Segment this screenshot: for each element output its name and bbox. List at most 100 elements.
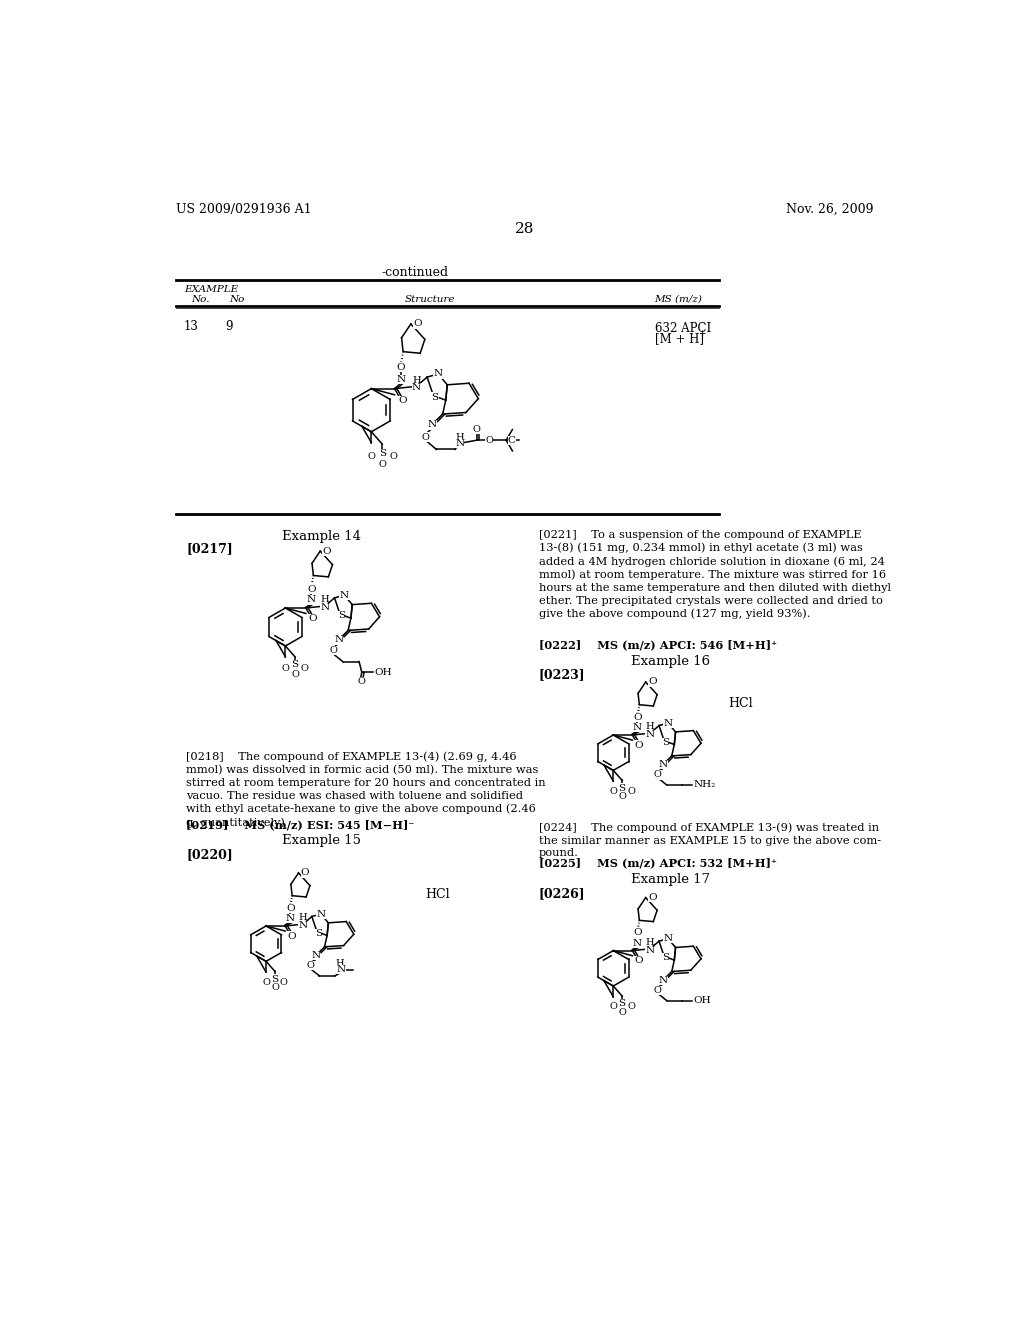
Text: +: +: [698, 330, 706, 338]
Text: H: H: [646, 722, 654, 731]
Text: Structure: Structure: [406, 294, 456, 304]
Text: O: O: [618, 1008, 626, 1016]
Text: N: N: [664, 718, 673, 727]
Text: 632 APCI: 632 APCI: [655, 322, 712, 335]
Text: H: H: [456, 433, 464, 442]
Text: No.: No.: [191, 294, 210, 304]
Text: C: C: [508, 436, 516, 445]
Text: [0221]    To a suspension of the compound of EXAMPLE
13-(8) (151 mg, 0.234 mmol): [0221] To a suspension of the compound o…: [539, 529, 891, 619]
Text: O: O: [306, 961, 314, 970]
Text: N: N: [633, 939, 642, 948]
Text: S: S: [618, 784, 626, 792]
Text: S: S: [338, 611, 345, 620]
Text: O: O: [378, 459, 386, 469]
Text: Example 16: Example 16: [631, 655, 710, 668]
Text: [0217]: [0217]: [186, 543, 232, 554]
Text: US 2009/0291936 A1: US 2009/0291936 A1: [176, 203, 311, 216]
Text: O: O: [308, 614, 317, 623]
Text: N: N: [307, 595, 315, 605]
Text: 13: 13: [184, 321, 199, 333]
Text: O: O: [422, 433, 429, 442]
Text: O: O: [280, 978, 288, 986]
Text: S: S: [271, 974, 279, 983]
Text: S: S: [431, 392, 438, 401]
Text: N: N: [664, 935, 673, 944]
Text: S: S: [315, 929, 322, 937]
Text: N: N: [321, 603, 330, 612]
Text: EXAMPLE: EXAMPLE: [183, 285, 238, 294]
Text: O: O: [262, 978, 270, 986]
Text: [0226]: [0226]: [539, 887, 586, 900]
Text: S: S: [663, 738, 670, 747]
Text: O: O: [291, 671, 299, 678]
Text: O: O: [473, 425, 480, 434]
Text: O: O: [396, 363, 406, 371]
Text: S: S: [292, 660, 299, 669]
Text: O: O: [648, 894, 656, 902]
Text: MS (m/z): MS (m/z): [654, 294, 702, 304]
Text: NH₂: NH₂: [693, 780, 716, 789]
Text: O: O: [414, 319, 422, 329]
Text: N: N: [658, 760, 668, 770]
Text: O: O: [288, 932, 296, 941]
Text: N: N: [286, 913, 295, 923]
Text: O: O: [627, 1002, 635, 1011]
Text: O: O: [635, 956, 643, 965]
Text: [0219]    MS (m/z) ESI: 545 [M−H]⁻: [0219] MS (m/z) ESI: 545 [M−H]⁻: [186, 818, 415, 830]
Text: [0220]: [0220]: [186, 849, 232, 862]
Text: H: H: [335, 958, 344, 968]
Text: -continued: -continued: [381, 267, 449, 280]
Text: [M + H]: [M + H]: [655, 333, 705, 346]
Text: [0224]    The compound of EXAMPLE 13-(9) was treated in
the similar manner as EX: [0224] The compound of EXAMPLE 13-(9) wa…: [539, 822, 881, 858]
Text: Example 17: Example 17: [631, 873, 710, 886]
Text: O: O: [627, 787, 635, 796]
Text: Example 15: Example 15: [283, 834, 361, 847]
Text: O: O: [282, 664, 290, 672]
Text: 9: 9: [225, 321, 232, 333]
Text: H: H: [321, 595, 330, 605]
Text: O: O: [398, 396, 407, 405]
Text: N: N: [633, 723, 642, 733]
Text: O: O: [654, 986, 662, 995]
Text: O: O: [368, 451, 375, 461]
Text: O: O: [635, 741, 643, 750]
Text: O: O: [648, 677, 656, 686]
Text: N: N: [645, 730, 654, 739]
Text: [0223]: [0223]: [539, 668, 586, 681]
Text: N: N: [311, 952, 321, 960]
Text: Nov. 26, 2009: Nov. 26, 2009: [786, 203, 873, 216]
Text: [0222]    MS (m/z) APCI: 546 [M+H]⁺: [0222] MS (m/z) APCI: 546 [M+H]⁺: [539, 640, 777, 651]
Text: O: O: [654, 771, 662, 779]
Text: O: O: [307, 585, 315, 594]
Text: [0218]    The compound of EXAMPLE 13-(4) (2.69 g, 4.46
mmol) was dissolved in fo: [0218] The compound of EXAMPLE 13-(4) (2…: [186, 751, 546, 828]
Text: O: O: [301, 664, 308, 672]
Text: O: O: [485, 436, 494, 445]
Text: [0225]    MS (m/z) APCI: 532 [M+H]⁺: [0225] MS (m/z) APCI: 532 [M+H]⁺: [539, 858, 777, 869]
Text: O: O: [618, 792, 626, 801]
Text: OH: OH: [374, 668, 392, 677]
Text: N: N: [645, 946, 654, 954]
Text: O: O: [357, 677, 366, 686]
Text: O: O: [323, 546, 331, 556]
Text: N: N: [433, 370, 442, 379]
Text: S: S: [618, 999, 626, 1008]
Text: N: N: [340, 590, 348, 599]
Text: No: No: [228, 294, 244, 304]
Text: H: H: [299, 913, 307, 923]
Text: O: O: [301, 869, 309, 878]
Text: O: O: [633, 713, 642, 722]
Text: Example 14: Example 14: [283, 529, 361, 543]
Text: O: O: [389, 451, 397, 461]
Text: HCl: HCl: [426, 888, 451, 902]
Text: H: H: [412, 376, 421, 384]
Text: O: O: [286, 904, 295, 913]
Text: 28: 28: [515, 222, 535, 235]
Text: N: N: [455, 438, 464, 447]
Text: S: S: [379, 449, 386, 458]
Text: N: N: [334, 635, 343, 644]
Text: N: N: [658, 975, 668, 985]
Text: N: N: [396, 375, 406, 384]
Text: N: N: [298, 921, 307, 931]
Text: O: O: [330, 647, 337, 655]
Text: OH: OH: [693, 997, 712, 1005]
